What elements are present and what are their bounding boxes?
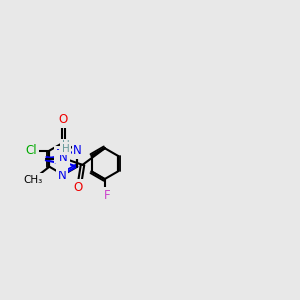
Text: N: N: [58, 157, 67, 169]
Text: CH₃: CH₃: [24, 175, 43, 185]
Text: N: N: [59, 152, 68, 164]
Text: O: O: [74, 181, 83, 194]
Text: N: N: [74, 144, 82, 157]
Text: N: N: [58, 169, 66, 182]
Text: F: F: [103, 189, 110, 202]
Text: Cl: Cl: [26, 144, 37, 157]
Text: H: H: [62, 144, 70, 154]
Text: O: O: [59, 113, 68, 126]
Text: H: H: [62, 140, 70, 150]
Text: N: N: [56, 148, 64, 161]
